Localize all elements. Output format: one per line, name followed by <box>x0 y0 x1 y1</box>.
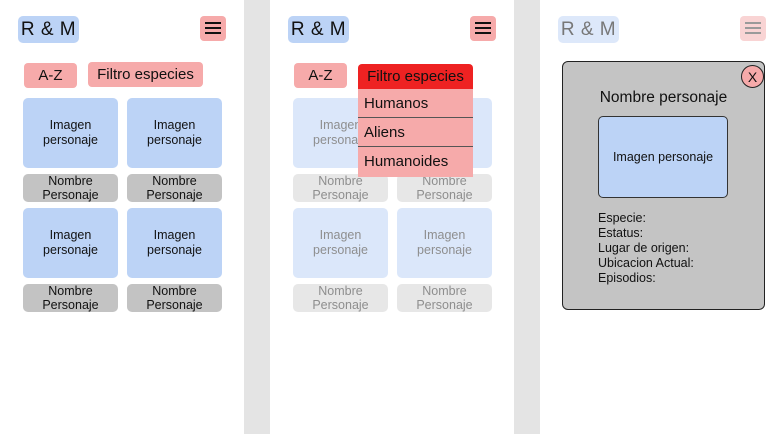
character-image[interactable]: Imagen personaje <box>127 208 222 278</box>
character-image[interactable]: Imagen personaje <box>293 208 388 278</box>
field-ubicacion-actual: Ubicacion Actual: <box>598 256 694 270</box>
modal-character-image: Imagen personaje <box>598 116 728 198</box>
field-episodios: Episodios: <box>598 271 656 285</box>
character-name: Nombre Personaje <box>397 284 492 312</box>
sort-az-button[interactable]: A-Z <box>294 63 347 88</box>
character-name: Nombre Personaje <box>23 174 118 202</box>
hamburger-menu-icon <box>745 22 761 34</box>
species-filter-dropdown: Filtro especies Humanos Aliens Humanoide… <box>358 64 473 177</box>
app-logo: R & M <box>288 16 349 43</box>
character-image[interactable]: Imagen personaje <box>23 98 118 168</box>
screen-character-list: R & M A-Z Filtro especies Imagen persona… <box>0 0 244 434</box>
filter-option-humanoides[interactable]: Humanoides <box>358 147 473 177</box>
character-name: Nombre Personaje <box>127 284 222 312</box>
menu-button[interactable] <box>470 16 496 41</box>
filter-option-humanos[interactable]: Humanos <box>358 89 473 118</box>
character-detail-modal: X Nombre personaje Imagen personaje Espe… <box>562 61 765 310</box>
character-name: Nombre Personaje <box>293 284 388 312</box>
character-name: Nombre Personaje <box>293 174 388 202</box>
field-lugar-origen: Lugar de origen: <box>598 241 690 255</box>
character-image[interactable]: Imagen personaje <box>397 208 492 278</box>
modal-title: Nombre personaje <box>599 89 728 106</box>
field-especie: Especie: <box>598 211 646 225</box>
app-logo: R & M <box>558 16 619 43</box>
hamburger-menu-icon <box>475 22 491 34</box>
character-image[interactable]: Imagen personaje <box>127 98 222 168</box>
screen-character-detail: R & M X Nombre personaje Imagen personaj… <box>540 0 784 434</box>
hamburger-menu-icon <box>205 22 221 34</box>
character-name: Nombre Personaje <box>23 284 118 312</box>
app-logo: R & M <box>18 16 79 43</box>
species-filter-button-active[interactable]: Filtro especies <box>358 64 473 89</box>
filter-option-aliens[interactable]: Aliens <box>358 118 473 147</box>
field-estatus: Estatus: <box>598 226 644 240</box>
species-filter-button[interactable]: Filtro especies <box>88 62 203 87</box>
sort-az-button[interactable]: A-Z <box>24 63 77 88</box>
character-image[interactable]: Imagen personaje <box>23 208 118 278</box>
character-name: Nombre Personaje <box>397 174 492 202</box>
character-name: Nombre Personaje <box>127 174 222 202</box>
menu-button[interactable] <box>200 16 226 41</box>
character-info: Especie: Estatus: Lugar de origen: Ubica… <box>598 211 694 286</box>
menu-button[interactable] <box>740 16 766 41</box>
close-icon[interactable]: X <box>741 65 764 88</box>
